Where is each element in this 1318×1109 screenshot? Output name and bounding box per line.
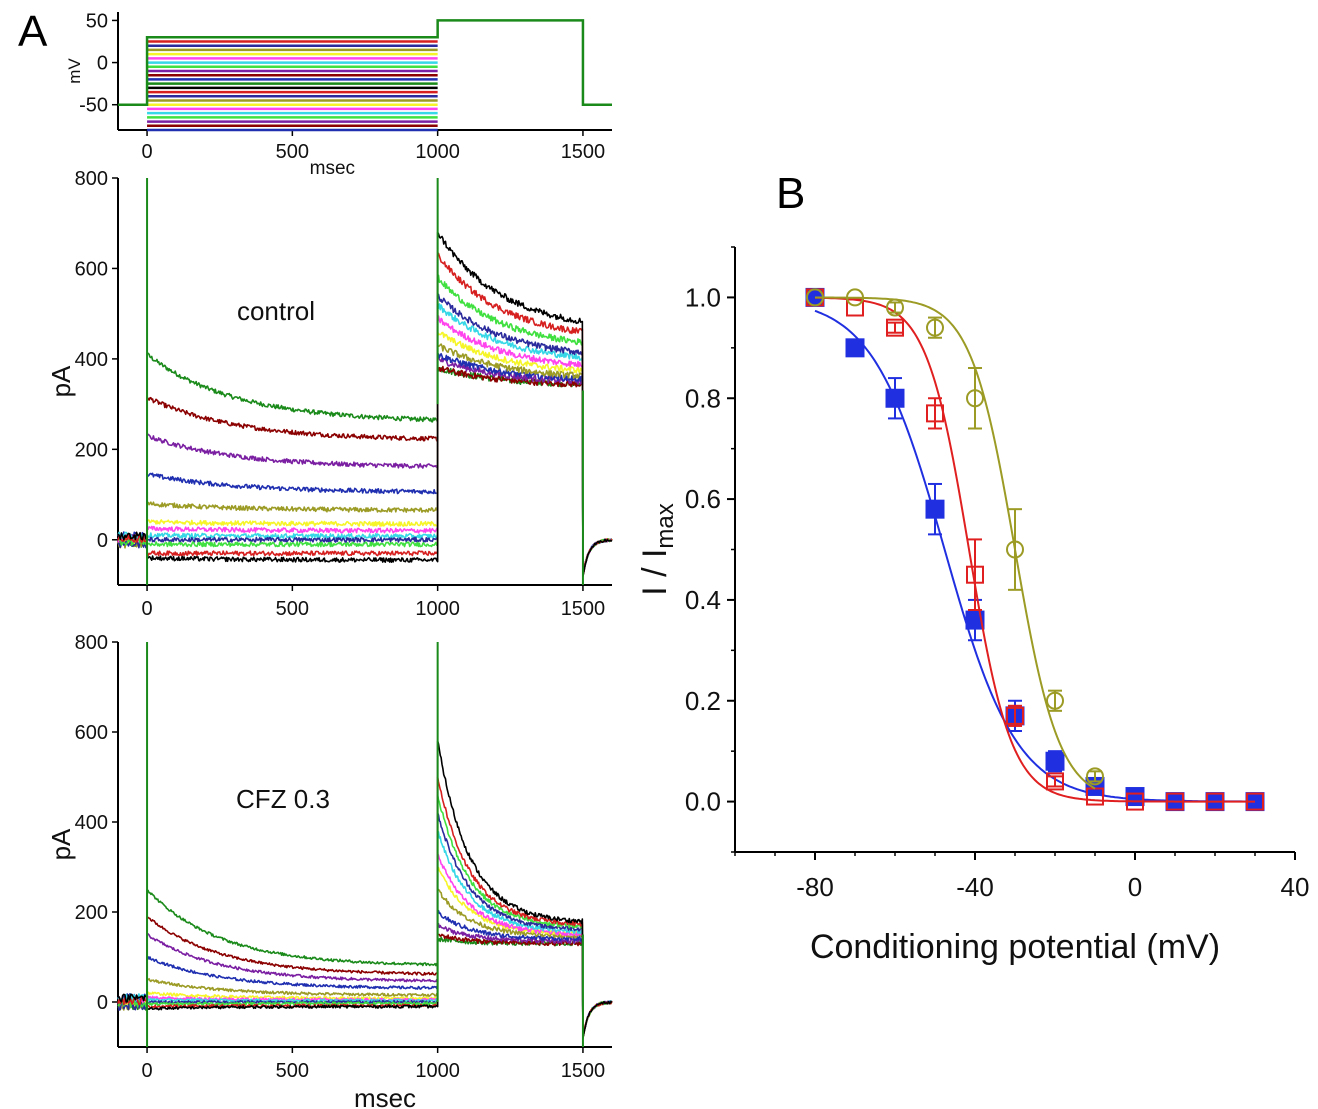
inact-point-open-circle <box>926 318 944 337</box>
cfz-trace-8 <box>117 888 613 1039</box>
inact-x-label: Conditioning potential (mV) <box>810 928 1220 966</box>
control-x-tick-label: 500 <box>276 598 309 620</box>
inact-point-filled-square <box>1045 751 1065 771</box>
cfz-x-label: msec <box>354 1083 416 1109</box>
protocol-x-tick-label: 1500 <box>561 141 606 163</box>
protocol-x-label: msec <box>310 158 355 179</box>
inact-point-open-square <box>886 318 904 337</box>
cfz-trace-3 <box>117 794 613 1039</box>
inact-point-open-square <box>846 298 864 317</box>
protocol-y-tick-label: 0 <box>97 53 108 75</box>
cfz-y-tick-label: 400 <box>75 812 108 834</box>
control-trace-6 <box>117 315 613 577</box>
cfz-trace-7 <box>117 866 613 1039</box>
inact-point-open-circle <box>846 288 864 307</box>
inact-x-tick-label: 40 <box>1281 872 1310 902</box>
cfz-trace-11 <box>117 915 613 1039</box>
inact-point-open-square <box>1206 792 1224 811</box>
protocol-x-tick-label: 500 <box>276 141 309 163</box>
inact-y-tick-label: 0.2 <box>685 686 721 716</box>
cfz-x-tick-label: 1500 <box>561 1060 606 1082</box>
inact-point-filled-square <box>925 499 945 519</box>
protocol-y-tick-label: 50 <box>86 10 108 32</box>
inact-point-open-square <box>966 565 984 584</box>
inact-point-filled-square <box>1125 787 1145 807</box>
inact-point-open-square <box>926 404 944 423</box>
protocol-x-tick-label: 1000 <box>415 141 460 163</box>
inact-point-open-circle <box>966 389 984 408</box>
control-y-tick-label: 600 <box>75 258 108 280</box>
cfz-trace-6 <box>117 852 613 1039</box>
control-y-tick-label: 400 <box>75 349 108 371</box>
cfz-y-label: pA <box>46 828 76 860</box>
inact-y-tick-label: 0.4 <box>685 585 721 615</box>
cfz-x-tick-label: 500 <box>276 1060 309 1082</box>
protocol-chart: 0 500 1000 1500 -50 0 50 mV msec <box>65 10 612 179</box>
cfz-y-tick-label: 800 <box>75 632 108 654</box>
inact-point-open-square <box>1126 792 1144 811</box>
inact-point-open-circle <box>1086 767 1104 786</box>
protocol-y-label: mV <box>65 58 84 84</box>
cfz-annotation: CFZ 0.3 <box>236 784 330 814</box>
cfz-trace-12 <box>117 888 613 1039</box>
cfz-trace-9 <box>117 909 613 1039</box>
inact-fit-filled-square <box>814 309 1255 803</box>
control-y-label: pA <box>46 365 76 397</box>
panel-a-label: A <box>18 7 48 56</box>
inact-y-tick-label: 0.0 <box>685 787 721 817</box>
inact-point-open-square <box>1006 706 1024 725</box>
control-trace-7 <box>117 330 613 577</box>
inact-x-tick-label: -80 <box>796 872 834 902</box>
panel-b-label: B <box>776 169 805 218</box>
cfz-x-tick-label: 1000 <box>415 1060 460 1082</box>
inact-y-label: I / Imax <box>636 503 679 596</box>
control-y-tick-label: 200 <box>75 439 108 461</box>
control-trace-2 <box>117 252 613 577</box>
cfz-x-tick-label: 0 <box>141 1060 152 1082</box>
inact-point-open-square <box>1166 792 1184 811</box>
control-x-tick-label: 1000 <box>415 598 460 620</box>
cfz-trace-1 <box>117 740 613 1039</box>
inact-y-tick-label: 1.0 <box>685 282 721 312</box>
inact-point-open-circle <box>1046 691 1064 710</box>
inact-x-tick-label: 0 <box>1128 872 1142 902</box>
inact-point-open-circle <box>1006 540 1024 559</box>
inact-point-filled-square <box>845 338 865 358</box>
control-annotation: control <box>237 296 315 326</box>
inact-point-open-square <box>1046 772 1064 791</box>
inact-point-open-circle <box>886 298 904 317</box>
cfz-y-tick-label: 600 <box>75 722 108 744</box>
inact-y-tick-label: 0.8 <box>685 383 721 413</box>
control-y-tick-label: 0 <box>97 530 108 552</box>
control-trace-4 <box>117 293 613 577</box>
control-trace-5 <box>117 303 613 577</box>
control-y-tick-label: 800 <box>75 168 108 190</box>
inact-point-open-square <box>1246 792 1264 811</box>
inact-fit-open-circle <box>815 296 1096 790</box>
control-trace-10 <box>117 357 613 577</box>
inact-point-filled-square <box>885 388 905 408</box>
cfz-chart: 0 500 1000 1500 0 200 400 600 800 pA msec CFZ 0.3 <box>46 632 613 1109</box>
control-chart: 0 500 1000 1500 0 200 400 600 800 pA control <box>46 168 613 620</box>
control-trace-8 <box>117 343 613 577</box>
inact-point-open-circle <box>806 288 824 307</box>
inact-fit-open-square <box>815 296 1255 803</box>
protocol-holding-trace <box>118 19 612 106</box>
inact-y-tick-label: 0.6 <box>685 484 721 514</box>
control-trace-1 <box>117 231 613 577</box>
control-trace-3 <box>117 274 613 577</box>
cfz-y-tick-label: 0 <box>97 992 108 1014</box>
inact-x-tick-label: -40 <box>956 872 994 902</box>
cfz-y-tick-label: 200 <box>75 902 108 924</box>
control-x-tick-label: 1500 <box>561 598 606 620</box>
inactivation-chart: -80 -40 0 40 0.0 0.2 0.4 0.6 0.8 1.0 Conditioning … <box>636 246 1310 966</box>
control-x-tick-label: 0 <box>141 598 152 620</box>
cfz-trace-10 <box>117 922 613 1039</box>
protocol-x-tick-label: 0 <box>141 141 152 163</box>
protocol-y-tick-label: -50 <box>79 95 108 117</box>
